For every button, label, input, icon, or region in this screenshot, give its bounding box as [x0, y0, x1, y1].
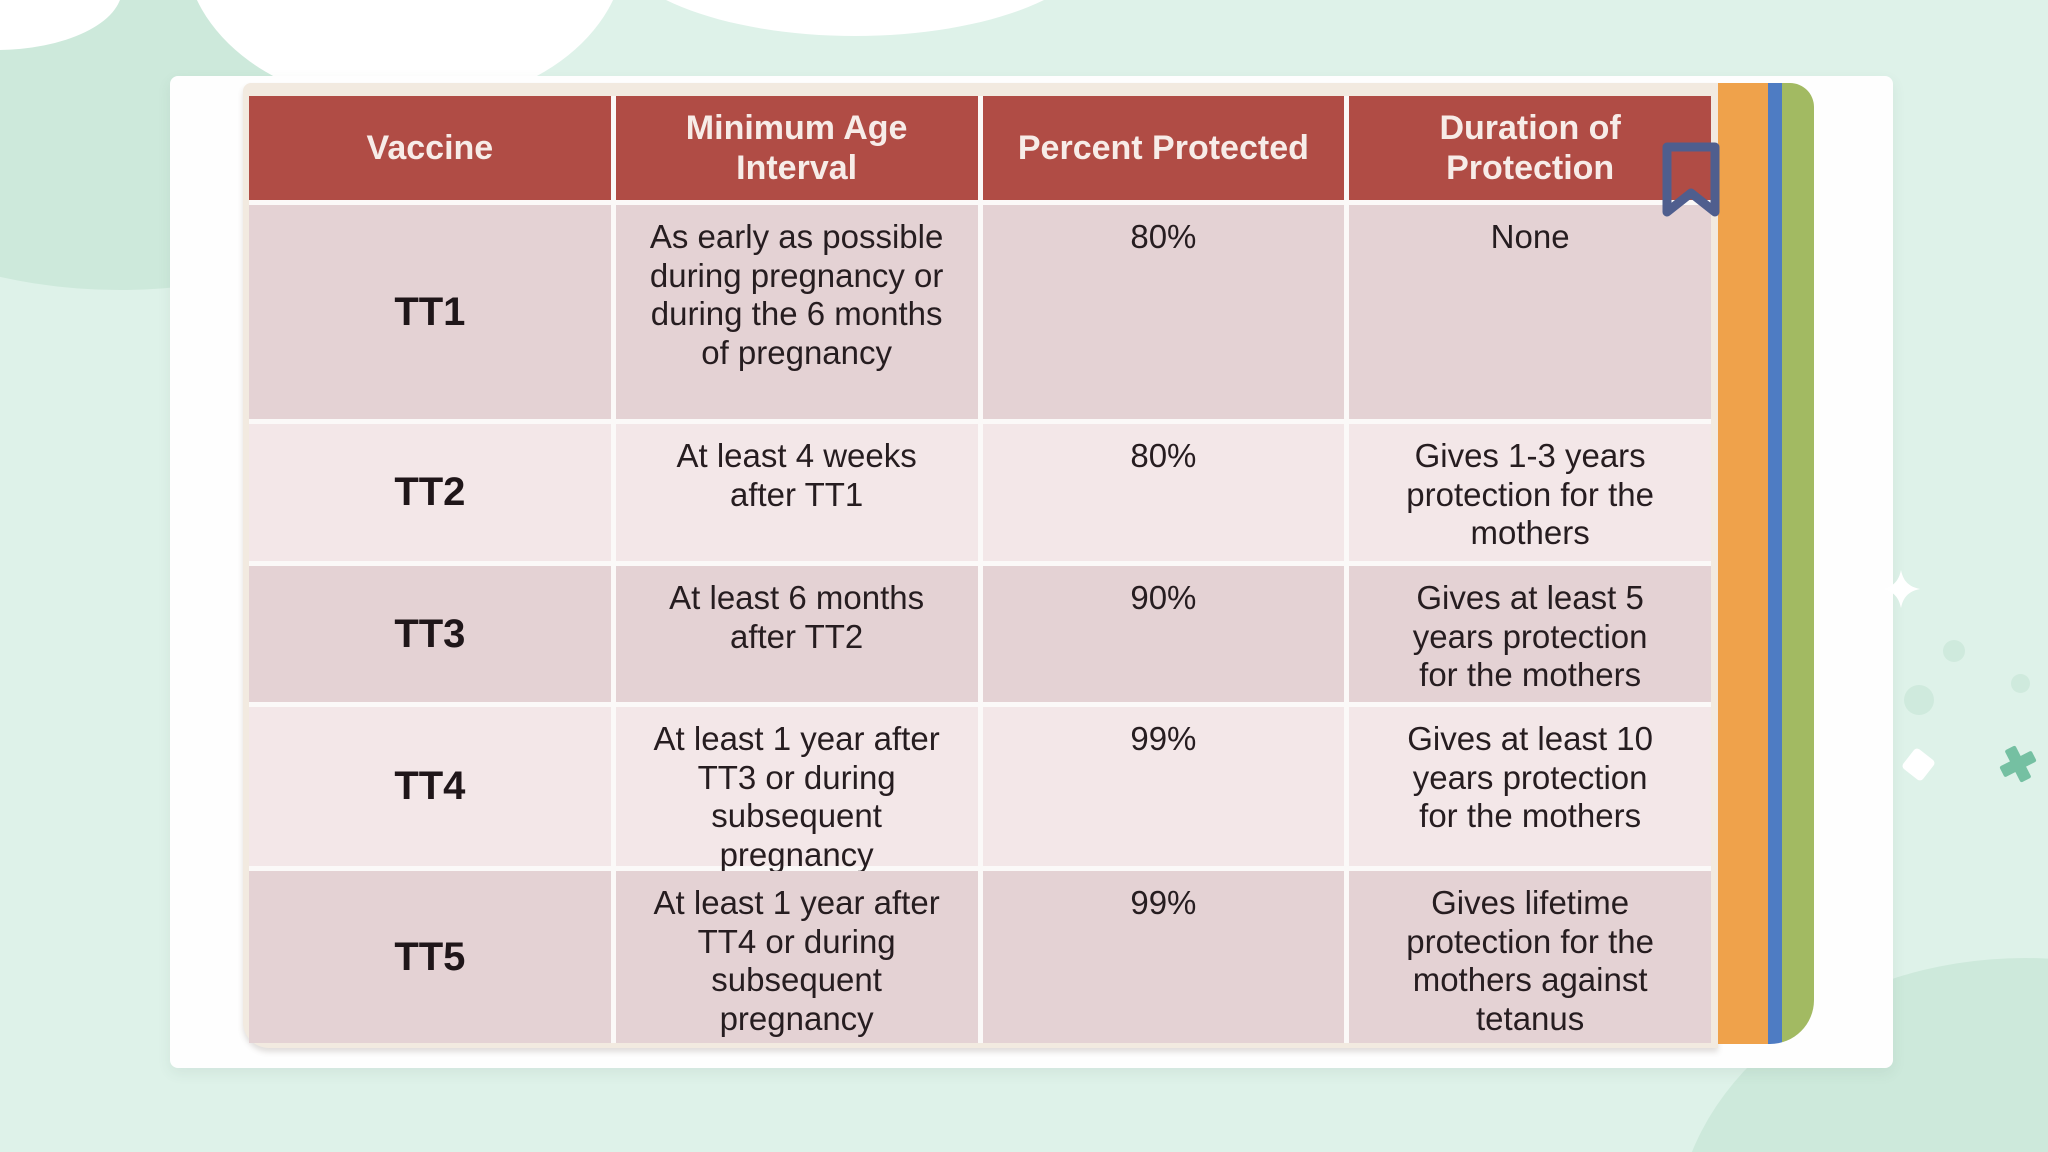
green-stripe	[1782, 83, 1814, 1044]
cell-tt4-vaccine: TT4	[249, 707, 611, 866]
cell-tt5-percent: 99%	[982, 871, 1345, 1043]
cell-tt5-vaccine: TT5	[249, 871, 611, 1043]
cell-tt5-duration: Gives lifetime protection for the mother…	[1349, 871, 1711, 1043]
blue-stripe	[1768, 83, 1782, 1044]
cell-tt3-duration: Gives at least 5 years protection for th…	[1349, 566, 1711, 702]
mint-dot	[1943, 640, 1965, 662]
cell-tt2-interval: At least 4 weeks after TT1	[615, 424, 978, 561]
cell-tt1-duration: None	[1349, 205, 1711, 419]
cell-tt4-percent: 99%	[982, 707, 1345, 866]
white-wave-top-center	[610, 0, 1100, 36]
header-percent-protected: Percent Protected	[982, 96, 1345, 200]
bookmark-icon	[1662, 142, 1720, 217]
cell-tt4-duration: Gives at least 10 years protection for t…	[1349, 707, 1711, 866]
cell-tt1-vaccine: TT1	[249, 205, 611, 419]
cell-tt2-vaccine: TT2	[249, 424, 611, 561]
header-minimum-age-interval: Minimum Age Interval	[615, 96, 978, 200]
cell-tt3-percent: 90%	[982, 566, 1345, 702]
cell-tt1-percent: 80%	[982, 205, 1345, 419]
white-diamond-icon	[1900, 746, 1937, 783]
mint-dot	[1904, 685, 1934, 715]
green-cross-sparkle-icon	[1999, 745, 2037, 783]
vaccine-table: Vaccine Minimum Age Interval Percent Pro…	[243, 83, 1718, 1048]
orange-stripe	[1718, 83, 1768, 1044]
page-edge-stripes	[1718, 83, 1814, 1044]
cell-tt4-interval: At least 1 year after TT3 or during subs…	[615, 707, 978, 873]
table-grid: Vaccine Minimum Age Interval Percent Pro…	[249, 96, 1711, 1043]
cell-tt5-interval: At least 1 year after TT4 or during subs…	[615, 871, 978, 1043]
header-duration-of-protection: Duration of Protection	[1349, 96, 1711, 200]
cell-tt2-percent: 80%	[982, 424, 1345, 561]
mint-dot	[2011, 674, 2030, 693]
cell-tt3-vaccine: TT3	[249, 566, 611, 702]
white-star-icon	[1882, 570, 1920, 608]
cell-tt3-interval: At least 6 months after TT2	[615, 566, 978, 702]
header-vaccine: Vaccine	[249, 96, 611, 200]
cell-tt1-interval: As early as possible during pregnancy or…	[615, 205, 978, 419]
cell-tt2-duration: Gives 1-3 years protection for the mothe…	[1349, 424, 1711, 561]
